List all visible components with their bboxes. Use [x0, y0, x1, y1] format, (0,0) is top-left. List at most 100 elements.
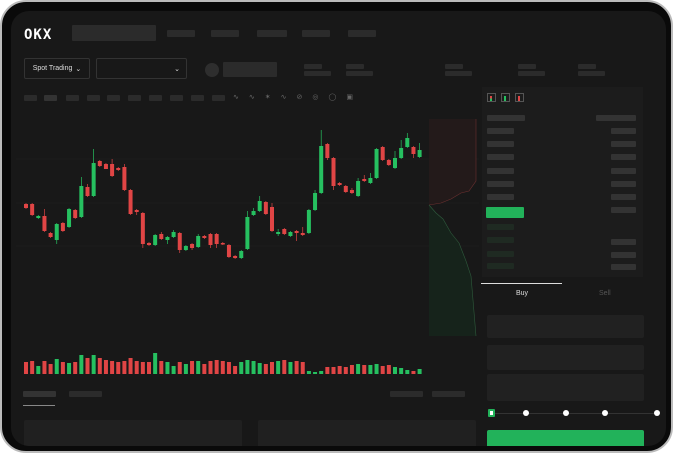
candle-body [306, 210, 311, 233]
volume-bar [79, 355, 84, 374]
stat-label [518, 64, 536, 69]
volume-bar [411, 371, 416, 374]
compare-icon[interactable]: ∿ [248, 94, 255, 101]
order-book-bids-icon[interactable] [501, 93, 510, 102]
volume-bar [36, 366, 41, 374]
stat-label [304, 64, 322, 69]
volume-bar [226, 362, 231, 374]
chart-tools: ∿ ∿ ✶ ∿ ⊘ ◎ ◯ ▣ [233, 93, 353, 101]
settings-icon[interactable]: ✶ [264, 94, 271, 101]
total-input[interactable] [487, 374, 644, 401]
okx-logo: OKX [24, 27, 53, 43]
slider-step[interactable] [523, 410, 529, 416]
candle-body [67, 209, 72, 227]
volume-bar [128, 358, 133, 374]
timeframe-button[interactable] [44, 95, 57, 101]
volume-bar [270, 362, 274, 374]
bottom-tab-open-orders[interactable] [23, 391, 56, 397]
stat-label [445, 64, 463, 69]
bid-price [487, 237, 514, 243]
crosshair-icon[interactable]: ◯ [328, 94, 337, 101]
candle-body [116, 168, 121, 170]
volume-bar [165, 362, 170, 374]
ask-amount [611, 181, 636, 187]
candle-body [343, 186, 348, 192]
amount-input[interactable] [487, 345, 644, 370]
slider-step[interactable] [563, 410, 569, 416]
bottom-tab-history[interactable] [69, 391, 102, 397]
slider-step[interactable] [602, 410, 608, 416]
volume-bar [300, 362, 305, 374]
candle-body [251, 211, 256, 215]
search-bar[interactable] [72, 25, 156, 41]
candle-body [337, 183, 342, 185]
candle-body [300, 233, 305, 235]
bid-price [487, 263, 514, 269]
timeframe-button[interactable] [191, 95, 204, 101]
timeframe-button[interactable] [66, 95, 79, 101]
candle-body [196, 236, 201, 247]
ask-amount [611, 168, 636, 174]
target-icon[interactable]: ◎ [312, 94, 319, 101]
order-book-both-icon[interactable] [487, 93, 496, 102]
buy-button[interactable] [487, 430, 644, 446]
timeframe-button[interactable] [24, 95, 37, 101]
candlestick-chart[interactable] [11, 101, 481, 401]
slider-step[interactable] [654, 410, 660, 416]
timeframe-button[interactable] [170, 95, 183, 101]
bottom-action[interactable] [390, 391, 423, 397]
candle-body [140, 213, 145, 244]
volume-bar [362, 365, 367, 374]
order-book-header [596, 115, 636, 121]
bottom-action[interactable] [432, 391, 465, 397]
volume-bar [134, 361, 139, 374]
timeframe-button[interactable] [128, 95, 141, 101]
indicator-icon[interactable]: ∿ [233, 94, 239, 101]
fullscreen-icon[interactable]: ▣ [346, 94, 353, 101]
nav-item[interactable] [257, 30, 287, 37]
candle-body [263, 202, 268, 214]
nav-item[interactable] [348, 30, 376, 37]
market-select[interactable]: Spot Trading ⌄ [24, 58, 90, 79]
stat-value [578, 71, 605, 76]
order-book-header [487, 115, 525, 121]
volume-bar [380, 366, 385, 374]
nav-item[interactable] [302, 30, 330, 37]
tab-sell[interactable]: Sell [599, 290, 611, 297]
depth-asks-line [428, 119, 477, 206]
nav-item[interactable] [211, 30, 239, 37]
draw-line-icon[interactable]: ⊘ [296, 94, 303, 101]
tab-buy[interactable]: Buy [516, 290, 529, 297]
candle-body [214, 234, 219, 244]
order-book-asks-icon[interactable] [515, 93, 524, 102]
volume-bar [405, 370, 410, 374]
candle-body [24, 204, 28, 208]
market-select-label: Spot Trading [32, 65, 73, 72]
timeframe-button[interactable] [212, 95, 225, 101]
candle-body [190, 244, 195, 248]
volume-bar [251, 361, 256, 374]
volume-bar [356, 364, 361, 374]
volume-bar [245, 360, 250, 374]
nav-item[interactable] [167, 30, 195, 37]
candle-body [288, 232, 293, 236]
volume-bar [73, 362, 78, 374]
line-icon[interactable]: ∿ [280, 94, 287, 101]
candle-body [165, 237, 170, 240]
price-input[interactable] [487, 315, 644, 338]
volume-bar [294, 361, 299, 374]
ask-amount [611, 207, 636, 213]
slider-handle[interactable] [488, 409, 495, 417]
order-book-view-toggles [487, 93, 524, 102]
timeframe-button[interactable] [107, 95, 120, 101]
volume-bar [24, 362, 28, 374]
bid-amount [611, 264, 636, 270]
candle-body [313, 193, 318, 210]
candle-body [48, 233, 53, 237]
timeframe-button[interactable] [149, 95, 162, 101]
candle-body [417, 150, 422, 157]
amount-slider[interactable] [488, 409, 660, 418]
volume-bar [220, 361, 225, 374]
pair-select[interactable]: ⌄ [96, 58, 187, 79]
timeframe-button[interactable] [87, 95, 100, 101]
